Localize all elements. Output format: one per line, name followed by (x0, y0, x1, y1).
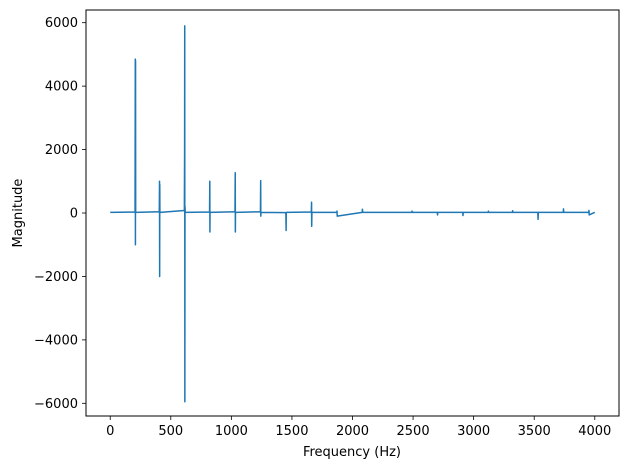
x-tick-label: 500 (158, 424, 183, 439)
y-tick-label: −2000 (34, 270, 78, 285)
y-tick-label: 0 (70, 207, 78, 222)
y-tick-label: −4000 (34, 333, 78, 348)
y-tick-label: 2000 (45, 143, 78, 158)
series-layer (110, 25, 596, 403)
x-tick-label: 1000 (215, 424, 248, 439)
x-tick-label: 4000 (578, 424, 611, 439)
x-tick-label: 1500 (275, 424, 308, 439)
x-axis-label: Frequency (Hz) (303, 445, 401, 460)
series-line-0 (110, 25, 596, 403)
x-tick-label: 0 (106, 424, 114, 439)
x-tick-label: 2500 (397, 424, 430, 439)
x-tick-label: 3000 (457, 424, 490, 439)
y-tick-label: −6000 (34, 397, 78, 412)
y-tick-label: 6000 (45, 16, 78, 31)
x-tick-label: 2000 (336, 424, 369, 439)
x-tick-label: 3500 (518, 424, 551, 439)
y-tick-label: 4000 (45, 80, 78, 95)
plot-frame (85, 9, 620, 417)
y-axis-label: Magnitude (11, 179, 26, 248)
ticks-layer: 0 500 1000 1500 2000 2500 3000 3500 4000 −6000 −40… (34, 16, 611, 439)
